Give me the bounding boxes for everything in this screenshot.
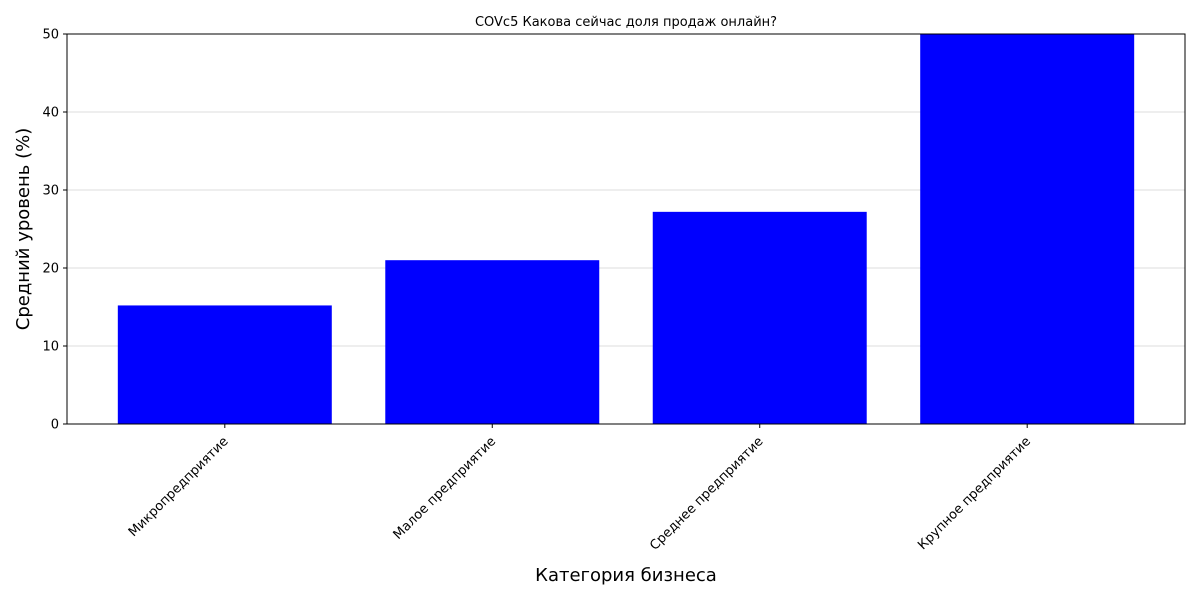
y-axis: 0 10 20 30 40 50 (42, 28, 67, 433)
x-tick-label-1: Малое предприятие (391, 434, 499, 542)
bars (117, 34, 1135, 424)
bar-3 (920, 34, 1135, 424)
bar-1 (385, 260, 600, 424)
x-axis: Микропредприятие Малое предприятие Среднее… (126, 424, 1034, 554)
x-tick-label-3: Крупное предприятие (915, 434, 1034, 553)
y-tick-label-30: 30 (42, 184, 59, 199)
y-tick-label-10: 10 (42, 340, 59, 355)
chart-title: COVc5 Какова сейчас доля продаж онлайн? (475, 15, 777, 30)
y-tick-label-0: 0 (51, 418, 59, 433)
bar-0 (117, 305, 332, 424)
x-tick-label-2: Среднее предприятие (647, 434, 766, 553)
y-tick-label-20: 20 (42, 262, 59, 277)
y-tick-label-50: 50 (42, 28, 59, 43)
x-axis-title: Категория бизнеса (535, 565, 717, 586)
x-tick-label-0: Микропредприятие (126, 434, 232, 540)
plot-frame (66, 33, 1186, 425)
y-axis-title: Средний уровень (%) (13, 128, 34, 330)
bar-2 (652, 211, 867, 424)
y-tick-label-40: 40 (42, 106, 59, 121)
